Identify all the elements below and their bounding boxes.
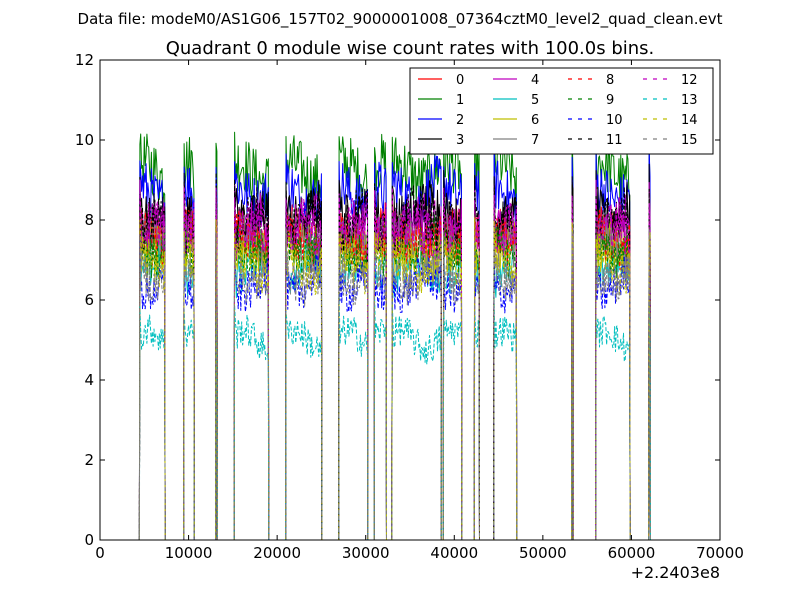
legend-label-4: 4 xyxy=(531,73,539,88)
legend-label-9: 9 xyxy=(606,93,614,108)
series-line-2 xyxy=(138,144,651,540)
series-line-10 xyxy=(138,236,651,540)
y-tick-label: 8 xyxy=(84,211,94,229)
y-tick-label: 6 xyxy=(84,291,94,309)
legend-label-0: 0 xyxy=(456,73,464,88)
series-line-12 xyxy=(138,186,651,540)
x-tick-label: 40000 xyxy=(430,544,478,562)
series-line-8 xyxy=(138,201,651,540)
y-tick-label: 4 xyxy=(84,371,94,389)
plot-area xyxy=(138,124,651,540)
legend-label-10: 10 xyxy=(606,113,623,128)
legend-label-15: 15 xyxy=(681,133,698,148)
y-tick-label: 2 xyxy=(84,451,94,469)
legend-label-8: 8 xyxy=(606,73,614,88)
chart-title: Quadrant 0 module wise count rates with … xyxy=(166,38,655,59)
legend-label-1: 1 xyxy=(456,93,464,108)
x-axis-offset-label: +2.2403e8 xyxy=(631,563,720,582)
x-tick-label: 60000 xyxy=(608,544,656,562)
series-line-9 xyxy=(138,201,651,540)
legend-label-6: 6 xyxy=(531,113,539,128)
legend-box xyxy=(409,67,714,155)
x-tick-label: 10000 xyxy=(165,544,213,562)
y-tick-label: 10 xyxy=(75,131,94,149)
series-line-15 xyxy=(138,227,651,540)
x-tick-label: 0 xyxy=(95,544,105,562)
y-tick-label: 12 xyxy=(75,51,94,69)
legend-label-7: 7 xyxy=(531,133,539,148)
x-tick-label: 20000 xyxy=(253,544,301,562)
y-tick-label: 0 xyxy=(84,531,94,549)
legend-label-3: 3 xyxy=(456,133,464,148)
x-tick-label: 70000 xyxy=(696,544,744,562)
legend-label-5: 5 xyxy=(531,93,539,108)
series-line-13 xyxy=(138,292,651,540)
x-tick-label: 30000 xyxy=(342,544,390,562)
x-tick-label: 50000 xyxy=(519,544,567,562)
x-axis: 0 10000 20000 30000 40000 50000 60000 70000 xyxy=(95,60,744,562)
legend-label-11: 11 xyxy=(606,133,623,148)
legend-label-12: 12 xyxy=(681,73,698,88)
figure-suptitle: Data file: modeM0/AS1G06_157T02_90000010… xyxy=(78,10,723,29)
legend-label-13: 13 xyxy=(681,93,698,108)
legend-label-2: 2 xyxy=(456,113,464,128)
legend-label-14: 14 xyxy=(681,113,698,128)
